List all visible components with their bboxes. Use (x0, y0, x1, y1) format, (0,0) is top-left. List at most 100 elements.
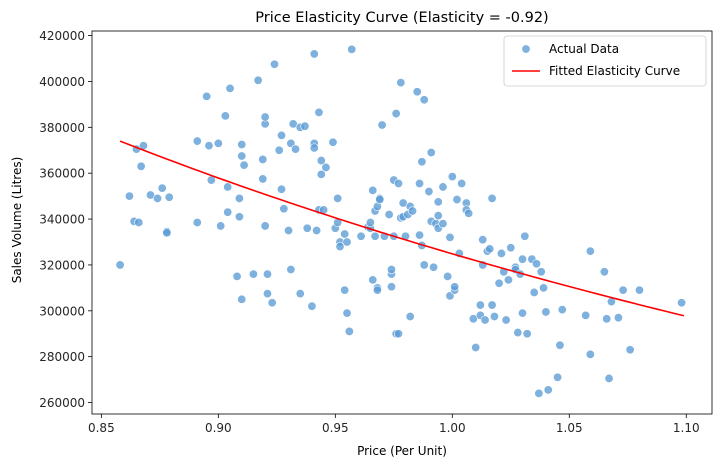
data-point (522, 329, 532, 339)
data-point (393, 179, 403, 189)
data-point (277, 184, 287, 194)
data-point (433, 211, 443, 221)
data-point (618, 285, 628, 295)
data-point (419, 260, 429, 270)
data-point (405, 312, 415, 322)
data-point (262, 289, 272, 299)
data-point (164, 192, 174, 202)
data-point (347, 44, 357, 54)
y-tick-label: 320000 (39, 258, 85, 272)
y-axis-label: Sales Volume (Litres) (10, 157, 24, 284)
data-point (677, 298, 687, 308)
x-tick-label: 0.95 (322, 421, 349, 435)
x-tick-label: 1.10 (673, 421, 700, 435)
data-point (534, 388, 544, 398)
data-point (300, 121, 310, 131)
data-point (134, 218, 144, 228)
legend-box (503, 35, 707, 87)
data-point (286, 265, 296, 275)
data-point (501, 315, 511, 325)
data-point (585, 349, 595, 359)
data-point (213, 138, 223, 148)
data-point (284, 226, 294, 236)
x-tick-label: 0.90 (205, 421, 232, 435)
legend-label-actual-data: Actual Data (549, 42, 619, 56)
data-point (295, 289, 305, 299)
data-point (438, 219, 448, 229)
data-point (532, 259, 542, 269)
data-point (333, 193, 343, 203)
data-point (391, 109, 401, 119)
data-point (496, 248, 506, 258)
data-point (487, 300, 497, 310)
data-point (429, 262, 439, 272)
data-point (375, 195, 385, 205)
data-point (335, 242, 345, 252)
data-point (452, 195, 462, 205)
data-point (253, 75, 263, 85)
data-point (386, 265, 396, 275)
data-point (529, 287, 539, 297)
axes-frame (91, 30, 713, 415)
data-point (234, 193, 244, 203)
data-point (503, 275, 513, 285)
data-point (309, 143, 319, 153)
data-point (485, 244, 495, 254)
data-point (260, 112, 270, 122)
data-point (234, 212, 244, 222)
plot-area: 0.85 0.90 0.95 1.00 1.05 1.10 260000 280000 3000… (39, 29, 713, 435)
data-point (340, 229, 350, 239)
data-point (475, 300, 485, 310)
data-point (625, 345, 635, 355)
data-point (225, 83, 235, 93)
data-point (316, 156, 326, 166)
data-point (370, 231, 380, 241)
y-tick-label: 260000 (39, 396, 85, 410)
data-point (157, 183, 167, 193)
y-tick-label: 400000 (39, 75, 85, 89)
data-point (450, 282, 460, 292)
data-point (316, 169, 326, 179)
data-point (426, 148, 436, 158)
data-point (384, 209, 394, 219)
data-point (258, 154, 268, 164)
data-point (260, 221, 270, 231)
data-point (417, 157, 427, 167)
data-point (480, 315, 490, 325)
data-point (513, 328, 523, 338)
legend-marker-actual-data (521, 44, 531, 54)
data-point (277, 130, 287, 140)
data-point (396, 78, 406, 88)
x-tick-label: 1.00 (439, 421, 466, 435)
data-point (237, 140, 247, 150)
data-point (372, 285, 382, 295)
data-point (307, 301, 317, 311)
data-point (443, 271, 453, 281)
data-point (487, 193, 497, 203)
data-point (433, 197, 443, 207)
data-point (419, 95, 429, 105)
data-point (124, 191, 134, 201)
data-point (368, 185, 378, 195)
x-tick-label: 0.85 (88, 421, 115, 435)
x-tick-label: 1.05 (556, 421, 583, 435)
data-point (328, 137, 338, 147)
data-point (356, 231, 366, 241)
data-point (342, 308, 352, 318)
data-point (377, 120, 387, 130)
data-point (520, 231, 530, 241)
legend-label-fitted-curve: Fitted Elasticity Curve (549, 64, 680, 78)
data-point (517, 308, 527, 318)
data-point (340, 285, 350, 295)
data-point (557, 305, 567, 315)
data-point (365, 218, 375, 228)
data-point (445, 232, 455, 242)
data-point (223, 207, 233, 217)
data-point (386, 282, 396, 292)
data-point (153, 193, 163, 203)
data-point (291, 144, 301, 154)
data-point (312, 226, 322, 236)
data-point (344, 326, 354, 336)
scatter-points (115, 44, 687, 398)
